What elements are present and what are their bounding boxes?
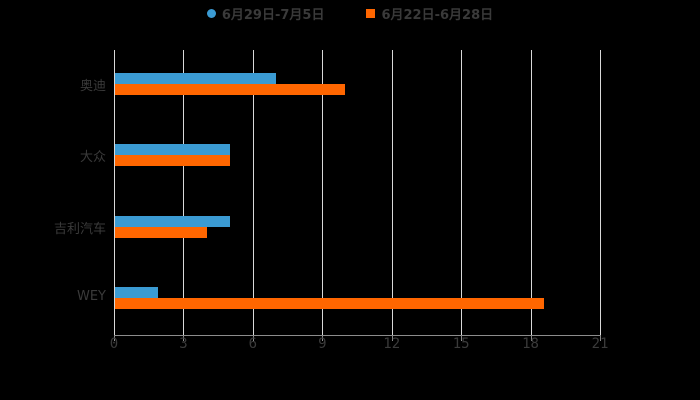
gridline <box>322 50 324 335</box>
x-tick-label: 9 <box>318 336 327 352</box>
bar-series1[interactable] <box>115 286 158 298</box>
bar-series1[interactable] <box>115 215 230 227</box>
x-tick <box>600 335 601 341</box>
bar-series2[interactable] <box>115 84 346 95</box>
category-label: 大众 <box>79 150 106 166</box>
x-tick-label: 21 <box>591 336 609 352</box>
category-label: 吉利汽车 <box>53 221 106 237</box>
gridline <box>600 50 601 335</box>
legend-label-series1: 6月29日-7月5日 <box>221 8 325 23</box>
gridline <box>461 50 463 335</box>
gridline <box>391 50 393 335</box>
legend-square-icon <box>366 9 376 18</box>
legend-circle-icon <box>206 9 216 18</box>
x-tick <box>183 335 185 341</box>
gridline <box>530 50 532 335</box>
x-tick <box>322 335 324 341</box>
legend-label-series2: 6月22日-6月28日 <box>381 8 494 23</box>
x-tick <box>114 335 115 341</box>
x-tick <box>530 335 532 341</box>
x-tick-label: 12 <box>383 336 401 352</box>
bar-series2[interactable] <box>115 297 545 309</box>
gridline <box>252 50 254 335</box>
x-tick <box>391 335 393 341</box>
legend-item-series2[interactable]: 6月22日-6月28日 <box>366 4 493 23</box>
legend: 6月29日-7月5日 6月22日-6月28日 <box>0 4 700 23</box>
bar-series2[interactable] <box>115 226 207 238</box>
gridline <box>183 50 185 335</box>
x-tick-label: 18 <box>522 336 539 352</box>
legend-item-series1[interactable]: 6月29日-7月5日 <box>206 4 325 23</box>
y-axis-line <box>114 50 115 335</box>
x-tick-label: 0 <box>109 336 119 352</box>
category-label: WEY <box>76 288 106 304</box>
bar-series2[interactable] <box>115 155 230 167</box>
bar-series1[interactable] <box>115 73 276 84</box>
x-tick <box>252 335 254 341</box>
bar-series1[interactable] <box>115 144 230 156</box>
x-tick <box>461 335 463 341</box>
x-tick-label: 6 <box>248 336 258 352</box>
x-tick-label: 3 <box>179 336 188 352</box>
x-axis-line <box>114 335 601 336</box>
category-label: 奥迪 <box>79 79 106 94</box>
x-tick-label: 15 <box>452 336 470 352</box>
